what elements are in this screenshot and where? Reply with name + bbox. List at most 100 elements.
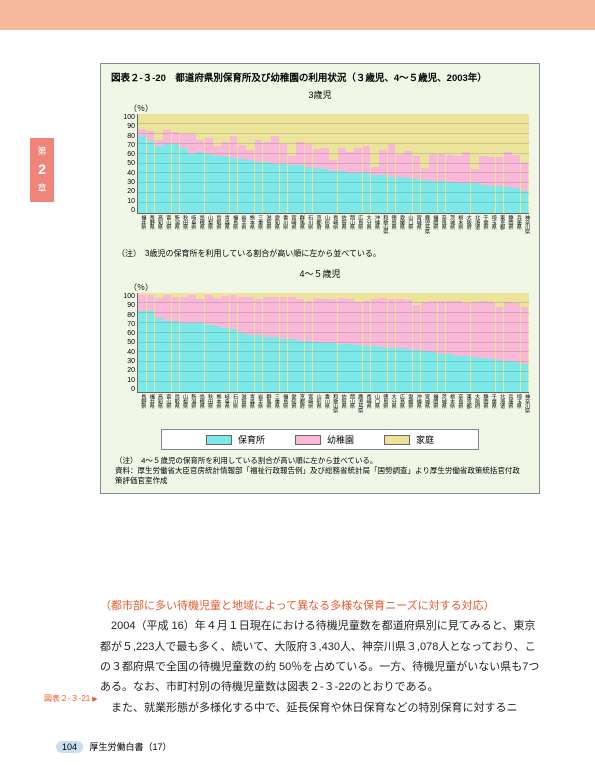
bar bbox=[338, 114, 346, 213]
bar bbox=[238, 293, 246, 392]
bar bbox=[354, 293, 362, 392]
x-label: 岩手県 bbox=[237, 214, 245, 244]
bar bbox=[371, 293, 379, 392]
x-label: 福岡県 bbox=[429, 214, 437, 244]
x-label: 兵庫県 bbox=[504, 393, 512, 423]
x-label: 鳥取県 bbox=[212, 214, 220, 244]
chart2-subtitle: 4～５歳児 bbox=[111, 267, 529, 280]
x-label: 宮崎県 bbox=[287, 214, 295, 244]
bar bbox=[512, 114, 520, 213]
x-label: 鹿児島県 bbox=[354, 393, 362, 423]
bar bbox=[172, 114, 180, 213]
chart2-area: 1009080706050403020100 長野県福井県高知県富山県鳥取県山梨… bbox=[111, 293, 529, 423]
bar bbox=[421, 114, 429, 213]
x-label: 広島県 bbox=[354, 214, 362, 244]
side-tab-top: 第 bbox=[30, 144, 54, 158]
x-label: 群馬県 bbox=[262, 393, 270, 423]
bar bbox=[313, 114, 321, 213]
y-tick: 80 bbox=[127, 312, 135, 319]
x-label: 富山県 bbox=[162, 214, 170, 244]
chart2-plot bbox=[137, 293, 529, 393]
bar bbox=[363, 293, 371, 392]
top-banner bbox=[0, 0, 595, 30]
bar bbox=[329, 114, 337, 213]
bar bbox=[280, 293, 288, 392]
bar bbox=[196, 293, 204, 392]
paragraph-1: 2004（平成 16）年４月１日現在における待機児童数を都道府県別に見てみると、… bbox=[100, 616, 540, 697]
bar bbox=[180, 114, 188, 213]
x-label: 広島県 bbox=[396, 393, 404, 423]
x-label: 青森県 bbox=[220, 214, 228, 244]
bar bbox=[163, 114, 171, 213]
bar bbox=[404, 293, 412, 392]
bar bbox=[413, 293, 421, 392]
y-tick: 20 bbox=[127, 188, 135, 195]
bar bbox=[305, 114, 313, 213]
x-label: 佐賀県 bbox=[337, 214, 345, 244]
x-label: 和歌山県 bbox=[329, 393, 337, 423]
x-label: 東京都 bbox=[462, 393, 470, 423]
x-label: 秋田県 bbox=[204, 393, 212, 423]
bar bbox=[379, 114, 387, 213]
legend-item: 幼稚園 bbox=[295, 433, 354, 446]
x-label: 富山県 bbox=[162, 393, 170, 423]
bar bbox=[438, 114, 446, 213]
margin-figure-ref: 図表２-３-21 bbox=[44, 693, 98, 704]
x-label: 埼玉県 bbox=[512, 393, 520, 423]
bar bbox=[512, 293, 520, 392]
y-tick: 30 bbox=[127, 358, 135, 365]
bar bbox=[471, 114, 479, 213]
bar bbox=[188, 293, 196, 392]
chart1-y-axis: 1009080706050403020100 bbox=[111, 114, 137, 214]
bar bbox=[321, 293, 329, 392]
x-label: 沖縄県 bbox=[371, 214, 379, 244]
bar bbox=[404, 114, 412, 213]
chart1-note: （注） 3歳児の保育所を利用している割合が高い順に左から並べている。 bbox=[117, 248, 529, 259]
x-label: 奈良県 bbox=[437, 214, 445, 244]
x-label: 愛知県 bbox=[287, 393, 295, 423]
body-text: （都市部に多い待機児童と地域によって異なる多様な保育ニーズに対する対応） 200… bbox=[100, 596, 540, 718]
legend-item: 家庭 bbox=[384, 433, 434, 446]
x-label: 愛知県 bbox=[271, 214, 279, 244]
x-label: 宮崎県 bbox=[304, 393, 312, 423]
x-label: 東京都 bbox=[496, 214, 504, 244]
legend-label: 保育所 bbox=[238, 433, 265, 446]
bar bbox=[454, 114, 462, 213]
x-label: 岐阜県 bbox=[220, 393, 228, 423]
x-label: 佐賀県 bbox=[337, 393, 345, 423]
chart1-x-labels: 福井県長野県高知県富山県新潟県秋田県岐阜県島根県山梨県鳥取県青森県福島県岩手県熊… bbox=[137, 214, 529, 244]
y-tick: 20 bbox=[127, 367, 135, 374]
x-label: 新潟県 bbox=[170, 214, 178, 244]
bar bbox=[363, 114, 371, 213]
x-label: 三重県 bbox=[254, 214, 262, 244]
y-tick: 50 bbox=[127, 339, 135, 346]
x-label: 神奈川県 bbox=[521, 393, 529, 423]
bar bbox=[172, 293, 180, 392]
chart1-plot bbox=[137, 114, 529, 214]
page-number: 104 bbox=[56, 741, 83, 753]
x-label: 岡山県 bbox=[346, 393, 354, 423]
bar bbox=[230, 114, 238, 213]
paragraph-2: また、就業形態が多様化する中で、延長保育や休日保育などの特別保育に対するニ bbox=[100, 698, 540, 718]
bar bbox=[255, 293, 263, 392]
x-label: 石川県 bbox=[304, 214, 312, 244]
bar bbox=[371, 114, 379, 213]
bar bbox=[238, 114, 246, 213]
bar bbox=[479, 114, 487, 213]
x-label: 福井県 bbox=[145, 393, 153, 423]
chart1-bars-wrap: 福井県長野県高知県富山県新潟県秋田県岐阜県島根県山梨県鳥取県青森県福島県岩手県熊… bbox=[137, 114, 529, 244]
legend-swatch bbox=[206, 435, 232, 445]
x-label: 熊本県 bbox=[245, 214, 253, 244]
x-label: 愛媛県 bbox=[404, 393, 412, 423]
bar bbox=[205, 114, 213, 213]
x-label: 高知県 bbox=[154, 214, 162, 244]
x-label: 島根県 bbox=[195, 393, 203, 423]
bar bbox=[263, 293, 271, 392]
bar bbox=[329, 293, 337, 392]
chapter-side-tab: 第 2 章 bbox=[30, 138, 54, 202]
x-label: 秋田県 bbox=[179, 214, 187, 244]
x-label: 北海道 bbox=[471, 214, 479, 244]
bar bbox=[246, 293, 254, 392]
x-label: 茨城県 bbox=[446, 214, 454, 244]
x-label: 山梨県 bbox=[179, 393, 187, 423]
